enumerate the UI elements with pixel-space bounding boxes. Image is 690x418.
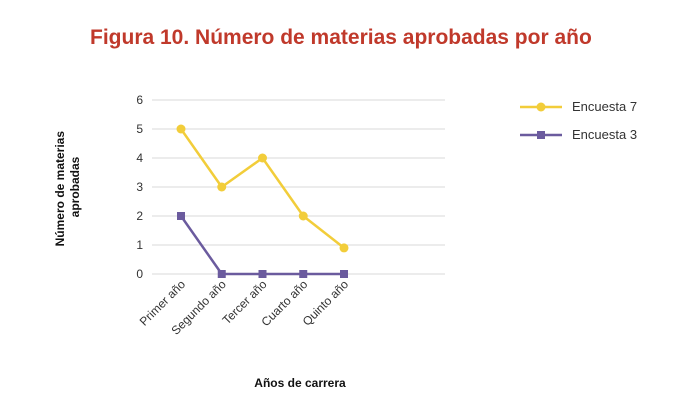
y-tick-label: 6 [136,93,143,107]
series-1 [177,125,349,253]
data-point [177,212,185,220]
data-point [177,125,186,134]
y-tick-label: 4 [136,151,143,165]
data-point [340,270,348,278]
data-point [218,270,226,278]
y-axis-label-line-1: Número de materias [53,131,67,247]
legend-label: Encuesta 7 [572,99,637,114]
legend-marker [537,131,545,139]
legend-item: Encuesta 7 [520,99,637,114]
line-chart: 0 1 2 3 4 5 6 Primer añoSegundo añoTercer añoC… [0,0,690,418]
y-axis-ticks: 0 1 2 3 4 5 6 [136,93,143,281]
data-point [217,183,226,192]
series-line [181,129,344,248]
y-tick-label: 3 [136,180,143,194]
data-point [340,243,349,252]
y-tick-label: 2 [136,209,143,223]
data-point [258,154,267,163]
legend: Encuesta 7 Encuesta 3 [520,99,637,142]
y-axis-label-line-2: aprobadas [68,156,82,217]
y-tick-label: 5 [136,122,143,136]
y-tick-label: 1 [136,238,143,252]
x-axis-label: Años de carrera [254,376,346,390]
legend-marker [537,103,546,112]
data-point [299,270,307,278]
y-axis-label: Número de materias aprobadas [53,128,82,247]
data-point [259,270,267,278]
legend-label: Encuesta 3 [572,127,637,142]
y-tick-label: 0 [136,267,143,281]
data-point [299,212,308,221]
legend-item: Encuesta 3 [520,127,637,142]
grid-lines [152,100,445,274]
series-layer [177,125,349,279]
